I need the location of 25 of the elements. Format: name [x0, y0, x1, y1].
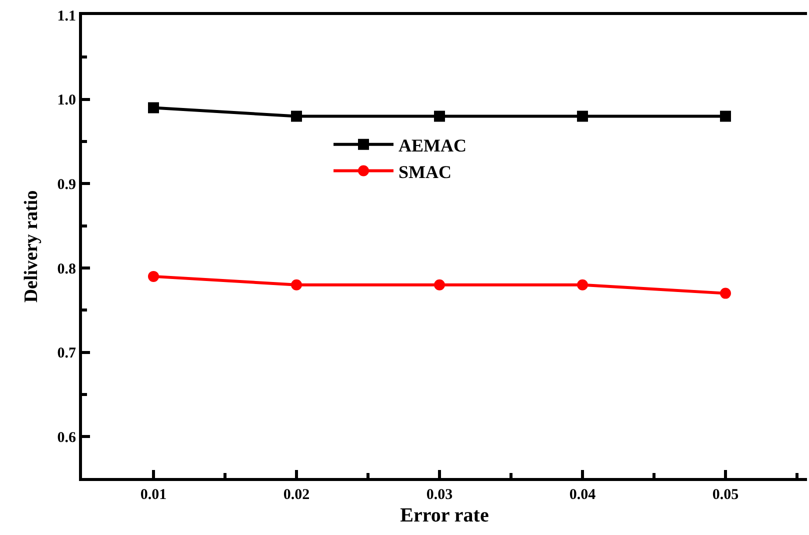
x-tick-label: 0.05	[712, 487, 739, 503]
y-tick-label: 0.8	[57, 261, 76, 278]
point	[434, 279, 445, 290]
x-axis-title: Error rate	[400, 504, 489, 526]
point	[291, 110, 302, 122]
point	[576, 110, 588, 122]
point	[434, 110, 445, 122]
x-tick-label: 0.03	[426, 487, 453, 503]
y-tick-label: 1.0	[57, 92, 76, 109]
point	[576, 279, 588, 290]
legend-label: SMAC	[398, 162, 452, 182]
x-tick-label: 0.04	[569, 487, 596, 503]
y-tick-label: 1.1	[57, 8, 76, 24]
point	[720, 110, 731, 122]
point	[291, 279, 302, 290]
y-axis-title: Delivery ratio	[21, 190, 42, 303]
y-tick-label: 0.9	[57, 176, 76, 193]
y-tick-label: 0.6	[57, 430, 76, 446]
point	[148, 102, 159, 114]
y-tick-label: 0.7	[57, 346, 76, 362]
legend-label: AEMAC	[398, 135, 466, 156]
point	[148, 270, 159, 282]
x-tick-label: 0.02	[283, 487, 310, 503]
point	[720, 288, 731, 299]
x-tick-label: 0.01	[140, 487, 167, 503]
